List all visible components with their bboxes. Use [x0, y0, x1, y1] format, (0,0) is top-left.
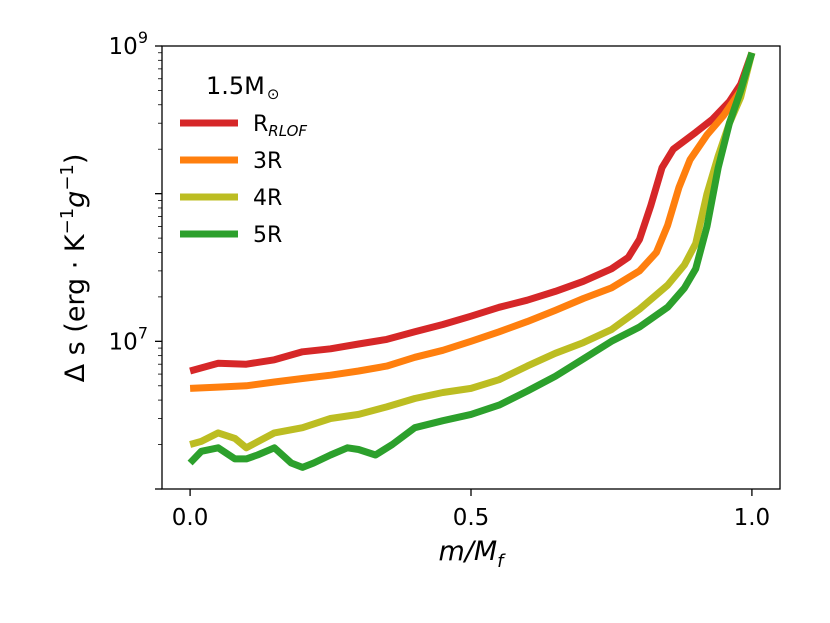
y-axis-label-exp2: −1 — [57, 164, 78, 191]
legend-label: 5R — [253, 223, 282, 248]
y-tick-label: 107 — [109, 323, 148, 355]
legend-title: 1.5M ⊙ — [206, 72, 279, 103]
series-line-3 — [189, 51, 756, 452]
series-line-2 — [189, 51, 756, 392]
x-tick-label: 0.5 — [453, 505, 490, 531]
series-layer — [187, 51, 756, 471]
y-axis-label-close: ) — [60, 154, 91, 165]
legend-label: RRLOF — [253, 112, 307, 140]
legend-label: 4R — [253, 186, 282, 211]
x-tick-label: 1.0 — [734, 505, 771, 531]
x-axis-label-subscript: f — [497, 551, 506, 572]
series-line-4 — [187, 51, 756, 471]
y-axis-label-exp1: −1 — [57, 208, 78, 235]
x-tick-label: 0.0 — [172, 505, 209, 531]
y-tick-label: 109 — [109, 28, 148, 60]
y-axis-label-g: g — [60, 191, 91, 208]
y-axis: 107 109 — [109, 28, 162, 490]
legend-title-sun-symbol: ⊙ — [267, 85, 280, 103]
x-axis-label: m/Mf — [438, 536, 506, 572]
x-axis: 0.0 0.5 1.0 — [172, 489, 770, 531]
legend-label: 3R — [253, 149, 282, 174]
series-line-1 — [189, 51, 756, 375]
y-axis-label: Δ s (erg · K−1g−1) — [57, 154, 91, 383]
legend: 1.5M ⊙ RRLOF 3R 4R 5R — [180, 72, 307, 248]
